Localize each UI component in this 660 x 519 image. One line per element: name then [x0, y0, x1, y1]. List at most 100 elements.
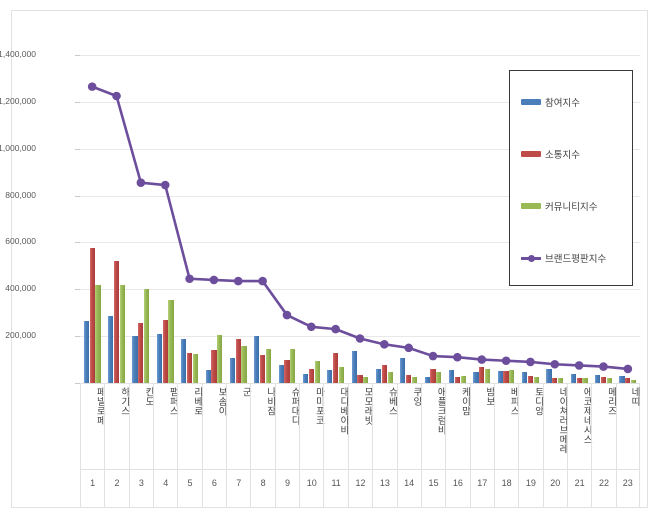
x-axis-rank-rule — [567, 469, 592, 470]
x-axis-category-label: 쿠잉 — [410, 387, 422, 406]
x-axis-top-rule — [178, 383, 202, 384]
x-axis-rank-rule — [129, 469, 154, 470]
x-axis-rank-rule — [227, 469, 251, 470]
x-axis-rank-rule — [446, 469, 470, 470]
y-axis-tick-label: 400,000 — [5, 283, 36, 294]
x-axis-category-label: 네이쳐러브메레 — [556, 387, 568, 454]
bar-소통지수 — [552, 378, 558, 383]
gridline — [80, 55, 640, 56]
x-axis-category-label: 모모래빗 — [362, 387, 374, 425]
legend-item-참여지수[interactable]: 참여지수 — [521, 95, 580, 109]
x-axis-top-rule — [227, 383, 251, 384]
x-axis-category-label: 애플크럼비 — [435, 387, 447, 435]
x-axis-column: 메리즈 22 — [591, 383, 617, 508]
x-axis-top-rule — [373, 383, 397, 384]
x-axis-category-label: 네띠 — [628, 387, 640, 406]
x-axis-top-rule — [519, 383, 543, 384]
x-axis-rank-number: 4 — [163, 478, 169, 488]
bar-커뮤니티지수 — [363, 377, 369, 383]
x-axis-category-label: 슈퍼대디 — [289, 387, 301, 425]
x-axis-column: 팸퍼스 4 — [153, 383, 179, 508]
legend-item-소통지수[interactable]: 소통지수 — [521, 147, 580, 161]
bar-소통지수 — [503, 371, 509, 383]
line-point: 에코제네시스: 75,000 — [574, 361, 584, 370]
line-point: 밤보: 100,000 — [477, 355, 487, 364]
y-axis-tick-label: 200,000 — [5, 330, 36, 341]
bar-참여지수 — [619, 375, 625, 383]
bar-커뮤니티지수 — [582, 378, 588, 383]
line-point: 나비잠: 435,000 — [258, 276, 267, 286]
line-point: 모모래빗: 190,000 — [355, 334, 365, 343]
y-axis-tick-mark — [75, 289, 80, 291]
line-point: 대디베이비: 230,000 — [331, 324, 340, 334]
x-axis-category-label: 킨도 — [143, 387, 155, 406]
line-series-brand-reputation: 페넬로페: 1,265,000 하기스: 1,225,000 킨도: 855,000… — [87, 82, 633, 374]
bar-소통지수 — [454, 377, 460, 383]
bar-참여지수 — [205, 370, 211, 383]
y-axis-tick-mark — [75, 336, 80, 338]
x-axis-column: 쿠잉 14 — [396, 383, 422, 508]
bar-소통지수 — [333, 352, 339, 383]
bar-커뮤니티지수 — [484, 368, 491, 383]
x-axis-column: 하기스 2 — [104, 383, 130, 508]
bar-소통지수 — [381, 365, 387, 383]
line-point: 슈베스: 165,000 — [380, 340, 389, 349]
x-axis-top-rule — [470, 383, 494, 384]
x-axis-category-label: 에코제네시스 — [581, 387, 593, 444]
x-axis-top-rule — [421, 383, 446, 384]
x-axis-top-rule — [592, 383, 616, 384]
x-axis-rank-number: 11 — [331, 478, 341, 488]
x-axis-category-label: 하기스 — [118, 387, 130, 416]
x-axis-column: 리베로 5 — [177, 383, 203, 508]
bar-커뮤니티지수 — [314, 360, 320, 383]
x-axis-column: 보솜이 6 — [201, 383, 227, 508]
legend-item-브랜드평판지수[interactable]: 브랜드평판지수 — [521, 251, 606, 265]
line-point: 메리즈: 70,000 — [599, 362, 608, 371]
line-point: 킨도: 855,000 — [136, 178, 146, 187]
x-axis-column: 나비잠 8 — [250, 383, 276, 508]
x-axis-rank-number: 22 — [598, 478, 609, 488]
x-axis-rank-rule — [154, 469, 178, 470]
x-axis-rank-number: 23 — [622, 478, 633, 488]
bar-커뮤니티지수 — [265, 349, 271, 383]
line-point: 애플크럼비: 115,000 — [428, 351, 438, 361]
x-axis-rank-number: 17 — [477, 478, 488, 488]
x-axis-category-label: 팸퍼스 — [167, 387, 179, 416]
legend-label: 브랜드평판지수 — [545, 254, 607, 265]
x-axis-top-rule — [300, 383, 324, 384]
bar-참여지수 — [254, 336, 260, 383]
bar-소통지수 — [527, 375, 534, 383]
x-axis-column: 페넬로페 1 — [80, 383, 106, 508]
x-axis-rank-rule — [421, 469, 446, 470]
legend-color-swatch-icon — [521, 203, 541, 209]
bar-커뮤니티지수 — [95, 284, 101, 383]
x-axis-top-rule — [348, 383, 373, 384]
legend-item-커뮤니티지수[interactable]: 커뮤니티지수 — [521, 199, 597, 213]
bar-참여지수 — [229, 358, 236, 383]
bar-참여지수 — [132, 336, 138, 383]
x-axis-category-label: 군 — [240, 387, 252, 397]
bar-커뮤니티지수 — [436, 372, 442, 383]
bar-참여지수 — [302, 373, 309, 383]
x-axis-rank-number: 19 — [525, 478, 536, 488]
x-axis-top-rule — [105, 383, 129, 384]
bar-참여지수 — [448, 370, 455, 383]
x-axis-column: 애플크럼비 15 — [420, 383, 447, 508]
y-axis-tick-mark — [75, 55, 80, 56]
bar-소통지수 — [625, 378, 631, 383]
x-axis-rank-number: 21 — [574, 478, 585, 488]
x-axis-rank-number: 5 — [187, 478, 193, 488]
x-axis-rank-number: 8 — [260, 478, 266, 488]
bar-커뮤니티지수 — [290, 349, 296, 383]
bar-커뮤니티지수 — [192, 353, 198, 383]
x-axis-column: 토디앙 19 — [518, 383, 544, 508]
x-axis-column: 모모래빗 12 — [347, 383, 374, 508]
x-axis-rank-number: 18 — [501, 478, 512, 488]
x-axis-category-label: 페넬로페 — [94, 387, 106, 425]
bar-소통지수 — [211, 350, 217, 383]
bar-소통지수 — [162, 319, 168, 383]
legend-label: 참여지수 — [545, 98, 580, 109]
x-axis-rank-rule — [543, 469, 567, 470]
